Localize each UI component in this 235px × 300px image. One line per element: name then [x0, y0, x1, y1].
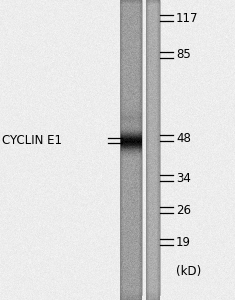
- Text: 19: 19: [176, 236, 191, 248]
- Text: 26: 26: [176, 203, 191, 217]
- Text: (kD): (kD): [176, 266, 201, 278]
- Text: 34: 34: [176, 172, 191, 184]
- Text: CYCLIN E1: CYCLIN E1: [2, 134, 62, 146]
- Text: 85: 85: [176, 49, 191, 62]
- Text: 48: 48: [176, 131, 191, 145]
- Text: 117: 117: [176, 11, 199, 25]
